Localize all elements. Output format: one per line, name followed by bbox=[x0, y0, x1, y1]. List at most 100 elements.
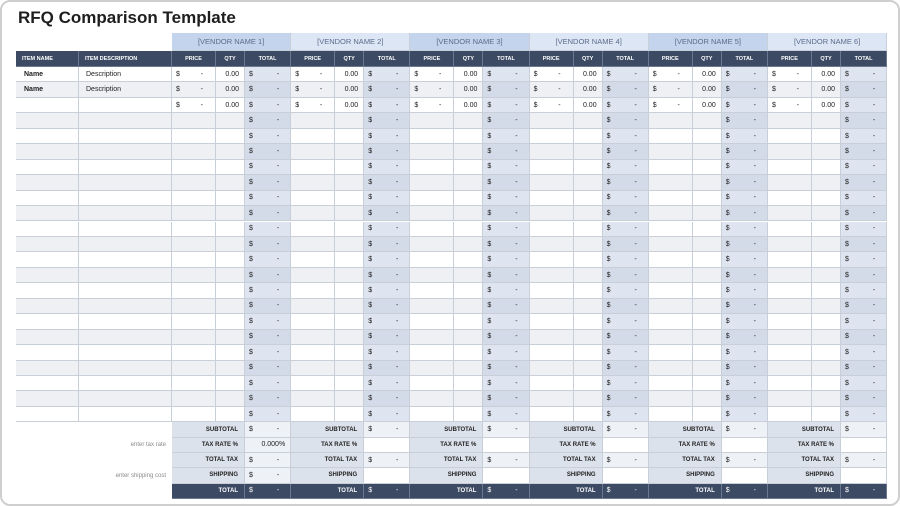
total-amount: - bbox=[276, 194, 280, 202]
total-currency: $ bbox=[368, 256, 373, 264]
total-cell: $ - bbox=[841, 128, 888, 145]
total-currency: $ bbox=[845, 86, 849, 94]
price-cell bbox=[410, 190, 455, 207]
summary-label: TAX RATE % bbox=[559, 441, 596, 448]
total-cell: $ - bbox=[841, 67, 888, 83]
total-cell: $ - bbox=[841, 113, 888, 129]
price-cell bbox=[291, 406, 336, 423]
total-currency: $ bbox=[487, 178, 492, 186]
title: RFQ Comparison Template bbox=[18, 8, 236, 27]
qty: 0.00 bbox=[702, 70, 716, 78]
header-cell: TOTAL bbox=[245, 51, 292, 67]
price-cell bbox=[291, 252, 336, 268]
total-amount: - bbox=[753, 379, 756, 387]
total-amount: - bbox=[753, 317, 756, 325]
qty-cell bbox=[692, 236, 722, 253]
price-cell bbox=[529, 144, 574, 160]
total-amount: - bbox=[515, 163, 518, 171]
summary-value-currency: $ bbox=[606, 426, 611, 433]
price-currency: $ bbox=[772, 86, 776, 94]
item-description-cell bbox=[79, 298, 172, 315]
total-cell: $ - bbox=[245, 97, 292, 114]
total-amount: - bbox=[396, 256, 399, 264]
total-cell: $ - bbox=[364, 298, 411, 315]
total-currency: $ bbox=[249, 271, 253, 279]
price-cell bbox=[291, 267, 336, 284]
summary-value-currency: $ bbox=[249, 487, 253, 495]
qty-cell bbox=[335, 159, 365, 176]
total-cell: $ - bbox=[602, 236, 649, 253]
price-amount: - bbox=[558, 86, 561, 94]
price-cell bbox=[768, 360, 812, 376]
total-amount: - bbox=[515, 240, 518, 248]
total-cell: $ - bbox=[245, 236, 292, 253]
qty-cell bbox=[812, 329, 841, 346]
total-cell: $ - bbox=[245, 128, 292, 145]
total-currency: $ bbox=[487, 163, 492, 171]
qty-cell: 0.00 bbox=[216, 67, 245, 83]
total-cell: $ - bbox=[602, 206, 649, 222]
total-cell: $ - bbox=[841, 221, 888, 237]
item-name-cell bbox=[16, 252, 79, 268]
total-cell: $ - bbox=[245, 82, 292, 98]
summary-value-cell: $ - bbox=[245, 453, 292, 469]
total-cell: $ - bbox=[721, 406, 768, 423]
summary-value-amount: - bbox=[634, 456, 637, 464]
total-amount: - bbox=[872, 302, 876, 310]
qty-cell bbox=[692, 267, 722, 284]
qty-cell: 0.00 bbox=[812, 82, 841, 98]
total-cell: $ - bbox=[364, 159, 411, 176]
total-cell: $ - bbox=[245, 221, 292, 237]
total-cell: $ - bbox=[721, 283, 768, 299]
qty-cell bbox=[216, 221, 245, 237]
item-description-cell bbox=[79, 345, 172, 361]
total-currency: $ bbox=[725, 256, 730, 264]
price-cell bbox=[172, 159, 216, 176]
total-currency: $ bbox=[249, 379, 253, 387]
qty-cell bbox=[573, 391, 603, 407]
price-cell bbox=[172, 391, 216, 407]
total-amount: - bbox=[634, 395, 637, 403]
price-cell bbox=[529, 113, 574, 129]
total-amount: - bbox=[276, 178, 280, 186]
qty-cell bbox=[812, 298, 841, 315]
summary-label: TOTAL TAX bbox=[801, 457, 834, 464]
total-amount: - bbox=[515, 117, 518, 125]
total-amount: - bbox=[276, 147, 280, 155]
summary-value-currency: $ bbox=[725, 426, 730, 433]
total-amount: - bbox=[634, 132, 637, 140]
total-amount: - bbox=[276, 240, 280, 248]
qty: 0.00 bbox=[225, 70, 239, 78]
total-cell: $ - bbox=[483, 190, 530, 207]
total-amount: - bbox=[872, 395, 876, 403]
summary-label-cell: TOTAL TAX bbox=[768, 453, 841, 469]
total-cell: $ - bbox=[721, 236, 768, 253]
summary-label-cell: TOTAL TAX bbox=[410, 453, 484, 469]
qty: 0.00 bbox=[225, 101, 239, 109]
vendor-name: [VENDOR NAME 1] bbox=[172, 33, 292, 51]
item-description-cell bbox=[79, 391, 172, 407]
header-text: PRICE bbox=[661, 55, 679, 62]
total-cell: $ - bbox=[483, 267, 530, 284]
total-cell: $ - bbox=[364, 391, 411, 407]
price-cell bbox=[529, 128, 574, 145]
summary-label: TAX RATE % bbox=[440, 441, 477, 448]
header-text: QTY bbox=[462, 55, 475, 62]
summary-value-amount: - bbox=[634, 426, 637, 433]
total-currency: $ bbox=[368, 410, 373, 418]
summary-label-cell: TOTAL bbox=[529, 483, 603, 499]
price-cell bbox=[768, 236, 812, 253]
item-description-cell bbox=[79, 144, 172, 160]
total-currency: $ bbox=[606, 410, 611, 418]
qty-cell bbox=[573, 252, 603, 268]
total-currency: $ bbox=[487, 132, 492, 140]
summary-value-cell: $ - bbox=[721, 422, 768, 438]
price-cell bbox=[410, 391, 455, 407]
total-currency: $ bbox=[606, 333, 611, 341]
summary-label-cell: SUBTOTAL bbox=[410, 422, 484, 438]
qty-cell bbox=[692, 113, 722, 129]
qty-cell: 0.00 bbox=[216, 97, 245, 114]
price-currency: $ bbox=[295, 101, 300, 109]
total-cell: $ - bbox=[841, 376, 888, 392]
total-currency: $ bbox=[606, 163, 611, 171]
